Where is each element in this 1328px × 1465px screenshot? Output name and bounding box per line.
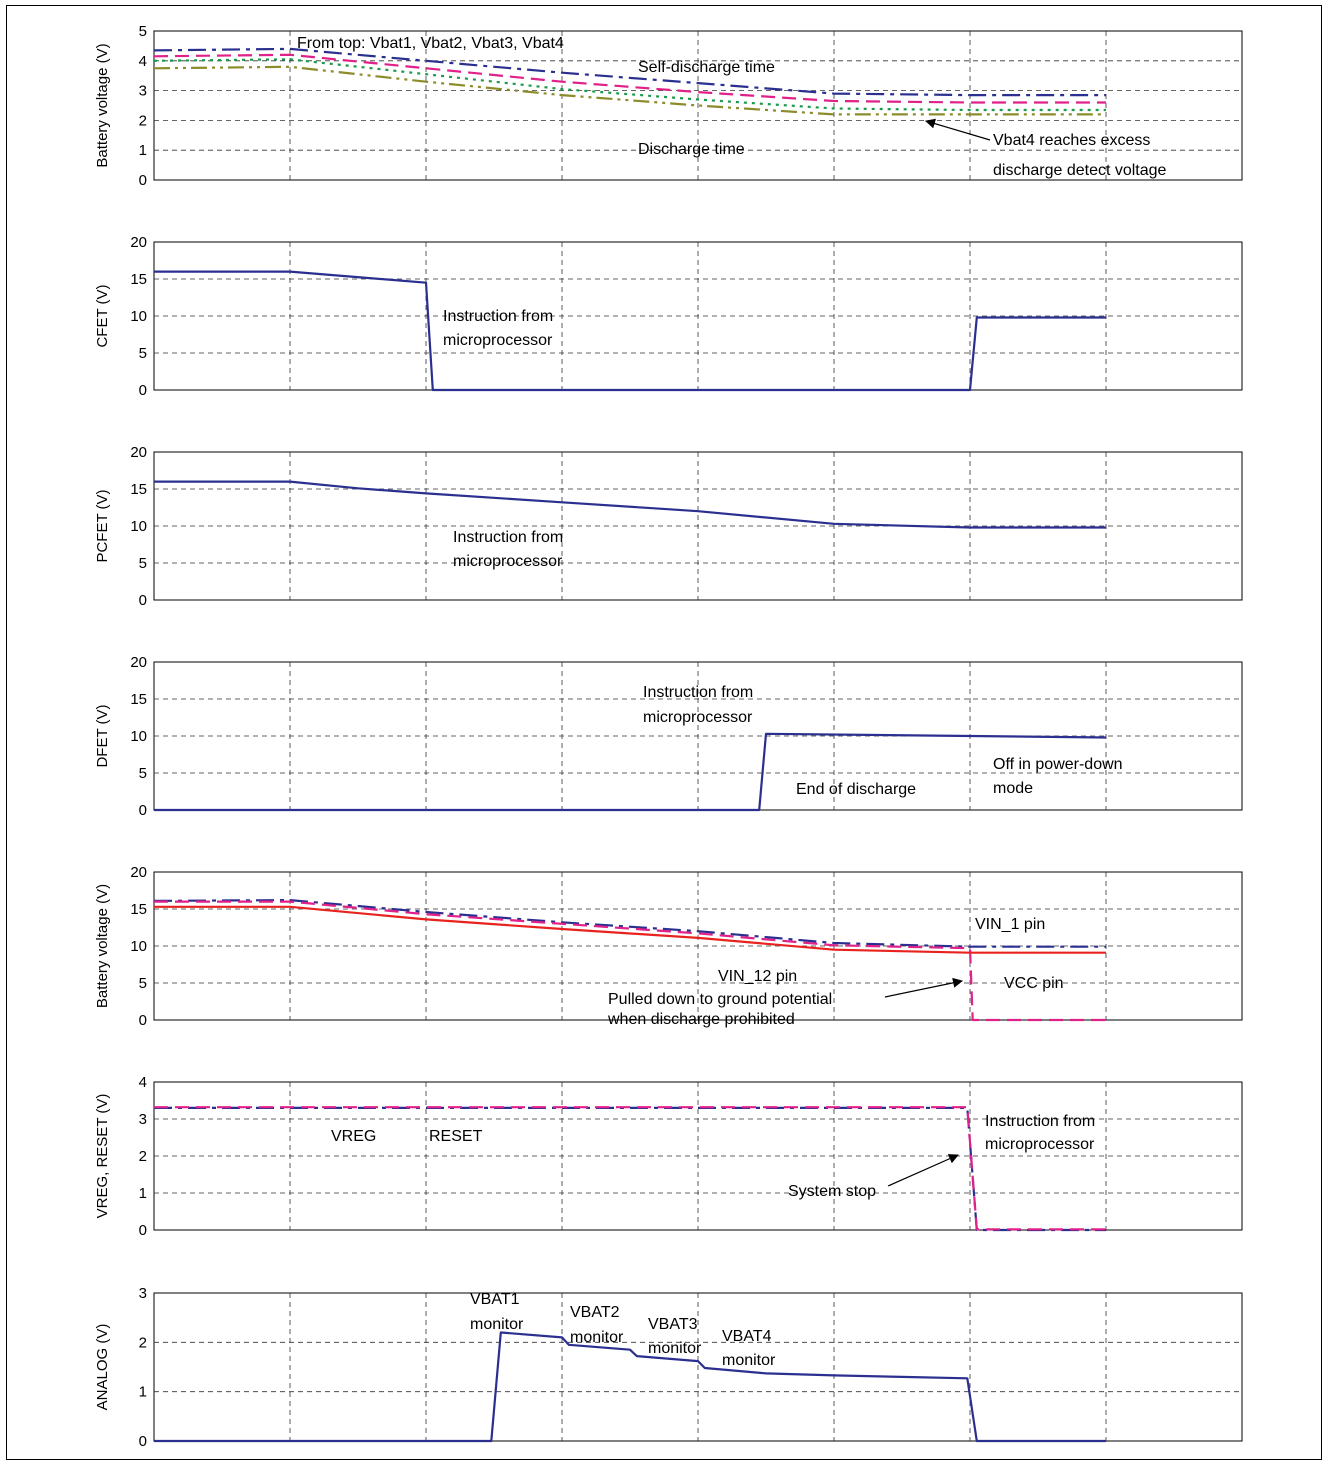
y-tick-label: 10 <box>130 728 147 745</box>
annotation-text: Vbat4 reaches excess <box>993 132 1150 149</box>
y-tick-label: 3 <box>139 83 147 100</box>
y-tick-label: 2 <box>139 112 147 129</box>
annotation-text: VIN_12 pin <box>718 968 797 985</box>
y-tick-label: 15 <box>130 271 147 288</box>
annotation-text: discharge detect voltage <box>993 162 1167 179</box>
annotation-text: microprocessor <box>985 1136 1095 1153</box>
annotation-text: VBAT1 <box>470 1291 520 1308</box>
annotation-arrow <box>884 977 963 998</box>
annotation-text: microprocessor <box>643 709 753 726</box>
y-tick-label: 0 <box>139 1222 147 1239</box>
series-line-vbat4 <box>153 65 1106 116</box>
annotation-text: monitor <box>470 1316 524 1333</box>
panel-2: 0 5 10 15 20 CFET (V) Instruction from micropro… <box>94 234 1243 399</box>
y-axis-label: Battery voltage (V) <box>94 43 111 167</box>
y-tick-label: 0 <box>139 382 147 399</box>
annotation-text: mode <box>993 780 1033 797</box>
y-tick-label: 10 <box>130 308 147 325</box>
annotation-text: System stop <box>788 1183 876 1200</box>
y-tick-label: 1 <box>139 1384 147 1401</box>
annotation-text: VBAT4 <box>722 1328 772 1345</box>
series-line-1 <box>154 480 1106 529</box>
annotation-text: when discharge prohibited <box>607 1011 795 1028</box>
panel-4: 0 5 10 15 20 DFET (V) Instruction from micropro… <box>94 654 1243 819</box>
y-tick-label: 5 <box>139 345 147 362</box>
series-line-vin-12-pin <box>154 905 1106 954</box>
series-line-vbat2 <box>153 53 1106 104</box>
annotation-text: monitor <box>648 1340 702 1357</box>
annotation-text: End of discharge <box>796 781 916 798</box>
y-axis-label: VREG, RESET (V) <box>94 1094 111 1219</box>
series-line-reset <box>154 1106 1106 1231</box>
annotation-text: VBAT2 <box>570 1304 620 1321</box>
annotation-text: Pulled down to ground potential <box>608 991 832 1008</box>
y-tick-label: 20 <box>130 864 147 881</box>
annotation-text: microprocessor <box>453 553 563 570</box>
y-tick-label: 0 <box>139 1433 147 1450</box>
series-line-vreg <box>154 1106 1106 1232</box>
y-axis-label: PCFET (V) <box>94 489 111 562</box>
annotation-text: VBAT3 <box>648 1316 698 1333</box>
annotation-text: VIN_1 pin <box>975 916 1045 933</box>
panel-1: 0 1 2 3 4 5 Battery voltage (V) From top: Vbat1… <box>94 23 1243 189</box>
annotation-text: Off in power-down <box>993 756 1123 773</box>
annotation-text: microprocessor <box>443 332 553 349</box>
annotation-text: Instruction from <box>985 1113 1095 1130</box>
y-tick-label: 1 <box>139 142 147 159</box>
panel-5: 0 5 10 15 20 Battery voltage (V) VIN_1 pin VIN_… <box>94 864 1243 1029</box>
annotation-text: Discharge time <box>638 141 745 158</box>
y-tick-label: 3 <box>139 1285 147 1302</box>
series-line-1 <box>154 732 1107 812</box>
annotation-text: From top: Vbat1, Vbat2, Vbat3, Vbat4 <box>297 35 564 52</box>
y-tick-label: 2 <box>139 1148 147 1165</box>
annotation-text: Instruction from <box>643 684 753 701</box>
y-tick-label: 1 <box>139 1185 147 1202</box>
y-tick-label: 2 <box>139 1334 147 1351</box>
series-line-1 <box>154 270 1106 392</box>
y-tick-label: 20 <box>130 444 147 461</box>
y-tick-label: 0 <box>139 172 147 189</box>
series-line-vcc-pin <box>154 900 1106 1022</box>
y-tick-label: 10 <box>130 938 147 955</box>
y-tick-label: 15 <box>130 481 147 498</box>
series-line-vin-1-pin <box>153 898 1106 948</box>
panel-3: 0 5 10 15 20 PCFET (V) Instruction from micropr… <box>94 444 1243 609</box>
y-tick-label: 5 <box>139 555 147 572</box>
y-tick-label: 10 <box>130 518 147 535</box>
annotation-arrow <box>887 1154 959 1187</box>
y-tick-label: 15 <box>130 691 147 708</box>
y-tick-label: 0 <box>139 592 147 609</box>
y-axis-label: Battery voltage (V) <box>94 884 111 1008</box>
annotation-text: monitor <box>722 1352 776 1369</box>
y-tick-label: 15 <box>130 901 147 918</box>
series-line-1 <box>154 1331 1106 1443</box>
annotation-text: Self-discharge time <box>638 59 775 76</box>
y-tick-label: 4 <box>139 53 147 70</box>
panel-7: 0 1 2 3 ANALOG (V) VBAT1 monitor VBAT2 monitor VB… <box>94 1285 1243 1450</box>
y-tick-label: 5 <box>139 975 147 992</box>
annotation-text: Instruction from <box>443 308 553 325</box>
annotation-arrow <box>925 118 991 141</box>
figure-frame <box>6 5 1322 1460</box>
annotation-text: monitor <box>570 1329 624 1346</box>
y-tick-label: 5 <box>139 23 147 40</box>
annotation-text: RESET <box>429 1128 483 1145</box>
annotation-text: VCC pin <box>1004 975 1064 992</box>
y-tick-label: 0 <box>139 1012 147 1029</box>
y-axis-label: ANALOG (V) <box>94 1324 111 1411</box>
y-axis-label: CFET (V) <box>94 284 111 347</box>
y-tick-label: 5 <box>139 765 147 782</box>
series-line-vbat1 <box>153 47 1106 97</box>
y-tick-label: 20 <box>130 234 147 251</box>
y-tick-label: 3 <box>139 1111 147 1128</box>
y-axis-label: DFET (V) <box>94 704 111 767</box>
y-tick-label: 4 <box>139 1074 147 1091</box>
y-tick-label: 20 <box>130 654 147 671</box>
annotation-text: Instruction from <box>453 529 563 546</box>
panel-6: 0 1 2 3 4 VREG, RESET (V) VREG RESET Instruction… <box>94 1074 1243 1239</box>
annotation-text: VREG <box>331 1128 376 1145</box>
y-tick-label: 0 <box>139 802 147 819</box>
